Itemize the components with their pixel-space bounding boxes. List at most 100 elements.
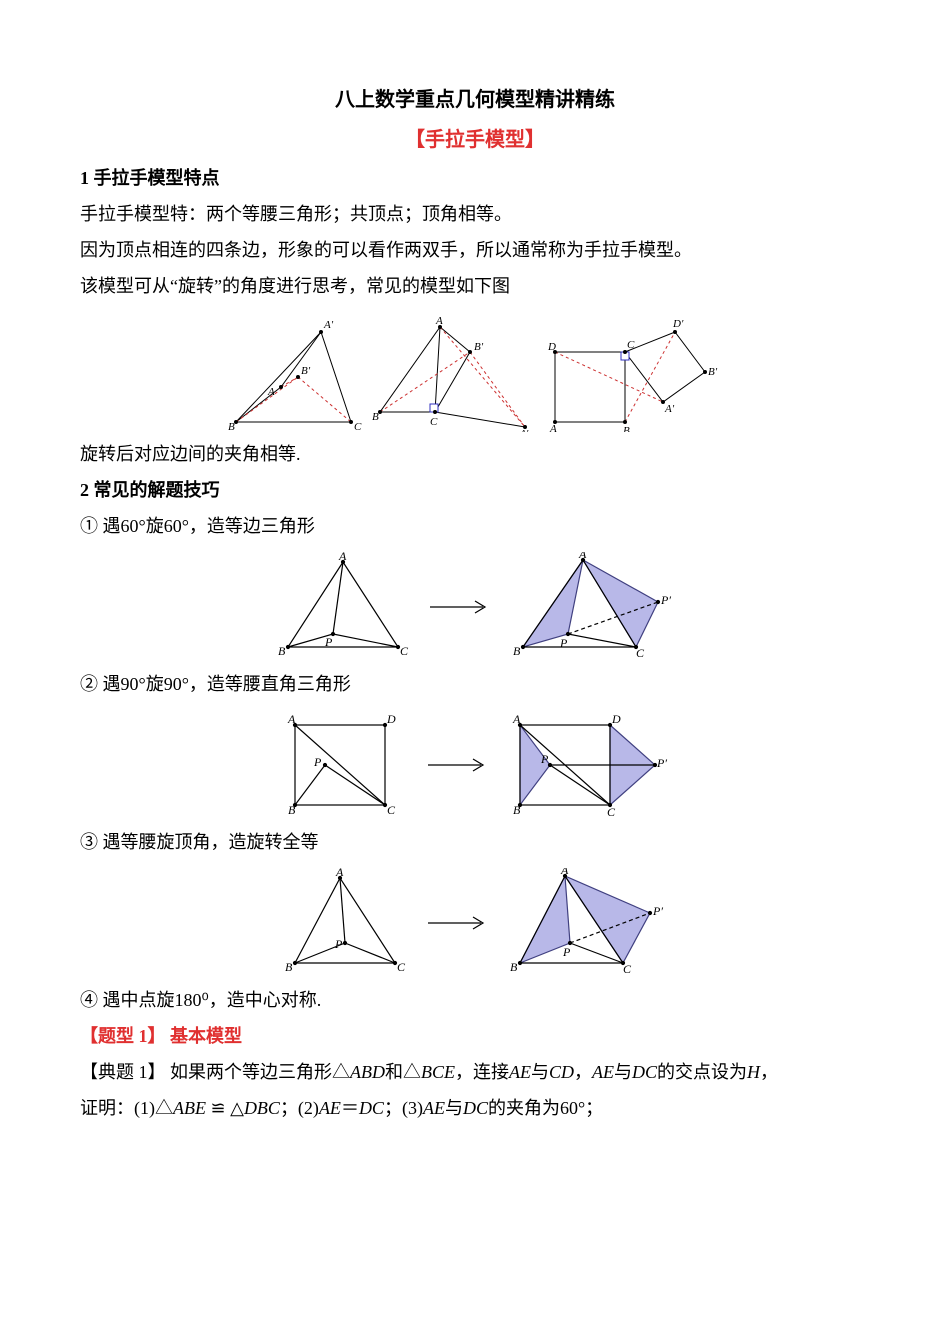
svg-text:A: A: [338, 552, 347, 563]
section1-after-fig: 旋转后对应边间的夹角相等.: [80, 436, 870, 472]
section2-item2: ② 遇90°旋90°，造等腰直角三角形: [80, 666, 870, 702]
txt: 和△: [385, 1062, 421, 1082]
svg-text:A: A: [578, 552, 587, 561]
txt: 与: [445, 1098, 463, 1118]
page-title-main: 八上数学重点几何模型精讲精练: [80, 80, 870, 120]
svg-text:B′: B′: [474, 341, 484, 353]
txt: ；(3): [384, 1098, 423, 1118]
model-squares: A B D C D′ B′ A′: [545, 312, 725, 432]
figure-60deg: A B C P: [80, 552, 870, 662]
svg-text:B: B: [285, 960, 293, 974]
svg-text:C: C: [623, 962, 632, 976]
svg-text:B: B: [513, 644, 521, 658]
arrow-icon: [423, 710, 493, 820]
section2-item1: ① 遇60°旋60°，造等边三角形: [80, 508, 870, 544]
section1-p3: 该模型可从“旋转”的角度进行思考，常见的模型如下图: [80, 268, 870, 304]
section2-item4: ④ 遇中点旋180⁰，造中心对称.: [80, 982, 870, 1018]
svg-text:D: D: [611, 712, 621, 726]
svg-text:P: P: [540, 752, 549, 766]
math-AE4: AE: [423, 1098, 445, 1118]
math-AE3: AE: [319, 1098, 341, 1118]
txt: ，: [574, 1062, 592, 1082]
svg-text:B′: B′: [708, 366, 718, 378]
topic1-prove: 证明：(1)△ABE ≌ △DBC；(2)AE＝DC；(3)AE与DC的夹角为6…: [80, 1090, 870, 1126]
sq90-before: A D B C P: [280, 710, 410, 820]
svg-text:C: C: [397, 960, 406, 974]
svg-text:C: C: [430, 416, 438, 428]
svg-text:C: C: [400, 644, 409, 658]
svg-text:B: B: [278, 644, 286, 658]
txt: 的交点设为: [657, 1062, 747, 1082]
svg-text:B: B: [510, 960, 518, 974]
topic1-problem: 【典题 1】 如果两个等边三角形△ABD和△BCE，连接AE与CD，AE与DC的…: [80, 1054, 870, 1090]
svg-text:D′: D′: [672, 318, 684, 330]
iso-after: A B C P P′: [505, 868, 670, 978]
txt: ，: [760, 1062, 778, 1082]
txt: ＝: [341, 1098, 359, 1118]
section1-p1: 手拉手模型特：两个等腰三角形；共顶点；顶角相等。: [80, 196, 870, 232]
arrow-icon: [425, 552, 495, 662]
math-DC2: DC: [359, 1098, 384, 1118]
svg-text:B: B: [513, 803, 521, 817]
math-ABE: ABE: [173, 1098, 206, 1118]
svg-text:C: C: [387, 803, 396, 817]
tri60-after: A B C P P′: [508, 552, 678, 662]
section1-p2: 因为顶点相连的四条边，形象的可以看作两双手，所以通常称为手拉手模型。: [80, 232, 870, 268]
txt: ，连接: [455, 1062, 509, 1082]
svg-text:P: P: [562, 945, 571, 959]
page-title-sub: 【手拉手模型】: [80, 120, 870, 160]
txt: ；(2): [280, 1098, 319, 1118]
svg-text:B: B: [623, 425, 630, 432]
svg-text:P: P: [334, 937, 343, 951]
svg-text:D: D: [386, 712, 396, 726]
svg-text:B: B: [288, 803, 296, 817]
svg-text:B: B: [372, 411, 379, 423]
section2-item3: ③ 遇等腰旋顶角，造旋转全等: [80, 824, 870, 860]
math-CD: CD: [549, 1062, 574, 1082]
svg-text:A′: A′: [664, 403, 675, 415]
svg-text:A: A: [549, 423, 557, 432]
topic1-heading: 【题型 1】 基本模型: [80, 1018, 870, 1054]
section2-heading: 2 常见的解题技巧: [80, 472, 870, 508]
model-triangle-1: B C A′ A B′: [226, 312, 366, 432]
section1-heading: 1 手拉手模型特点: [80, 160, 870, 196]
figure-models-row: B C A′ A B′: [80, 312, 870, 432]
svg-text:B′: B′: [301, 365, 311, 377]
svg-text:A′: A′: [519, 429, 529, 432]
arrow-icon: [423, 868, 493, 978]
txt: 与: [531, 1062, 549, 1082]
svg-text:C: C: [354, 421, 362, 432]
txt: ≌ △: [206, 1098, 244, 1118]
math-ABD: ABD: [350, 1062, 385, 1082]
txt: 与: [614, 1062, 632, 1082]
model-triangle-2: B A C B′ A′: [370, 312, 540, 432]
math-AE: AE: [509, 1062, 531, 1082]
math-DBC: DBC: [244, 1098, 280, 1118]
svg-text:C: C: [627, 339, 635, 351]
math-DC3: DC: [463, 1098, 488, 1118]
figure-90deg: A D B C P: [80, 710, 870, 820]
svg-text:C: C: [607, 805, 616, 819]
svg-text:C: C: [636, 646, 645, 660]
figure-iso: A B C P A: [80, 868, 870, 978]
svg-text:A: A: [560, 868, 569, 877]
sq90-after: A D B C P P′: [505, 710, 670, 820]
svg-text:A: A: [435, 315, 443, 327]
svg-text:A′: A′: [323, 319, 334, 331]
svg-text:A: A: [335, 868, 344, 879]
tri60-before: A B C P: [273, 552, 413, 662]
svg-text:P: P: [559, 636, 568, 650]
svg-text:P: P: [313, 755, 322, 769]
svg-text:P′: P′: [660, 593, 671, 607]
svg-text:A: A: [287, 712, 296, 726]
svg-text:P′: P′: [652, 904, 663, 918]
math-DC: DC: [632, 1062, 657, 1082]
svg-text:D: D: [547, 341, 556, 353]
svg-text:A: A: [512, 712, 521, 726]
problem-text: 【典题 1】 如果两个等边三角形△: [80, 1062, 350, 1082]
math-AE2: AE: [592, 1062, 614, 1082]
prove-text: 证明：(1)△: [80, 1098, 173, 1118]
math-BCE: BCE: [421, 1062, 455, 1082]
math-H: H: [747, 1062, 760, 1082]
svg-text:B: B: [228, 421, 235, 432]
